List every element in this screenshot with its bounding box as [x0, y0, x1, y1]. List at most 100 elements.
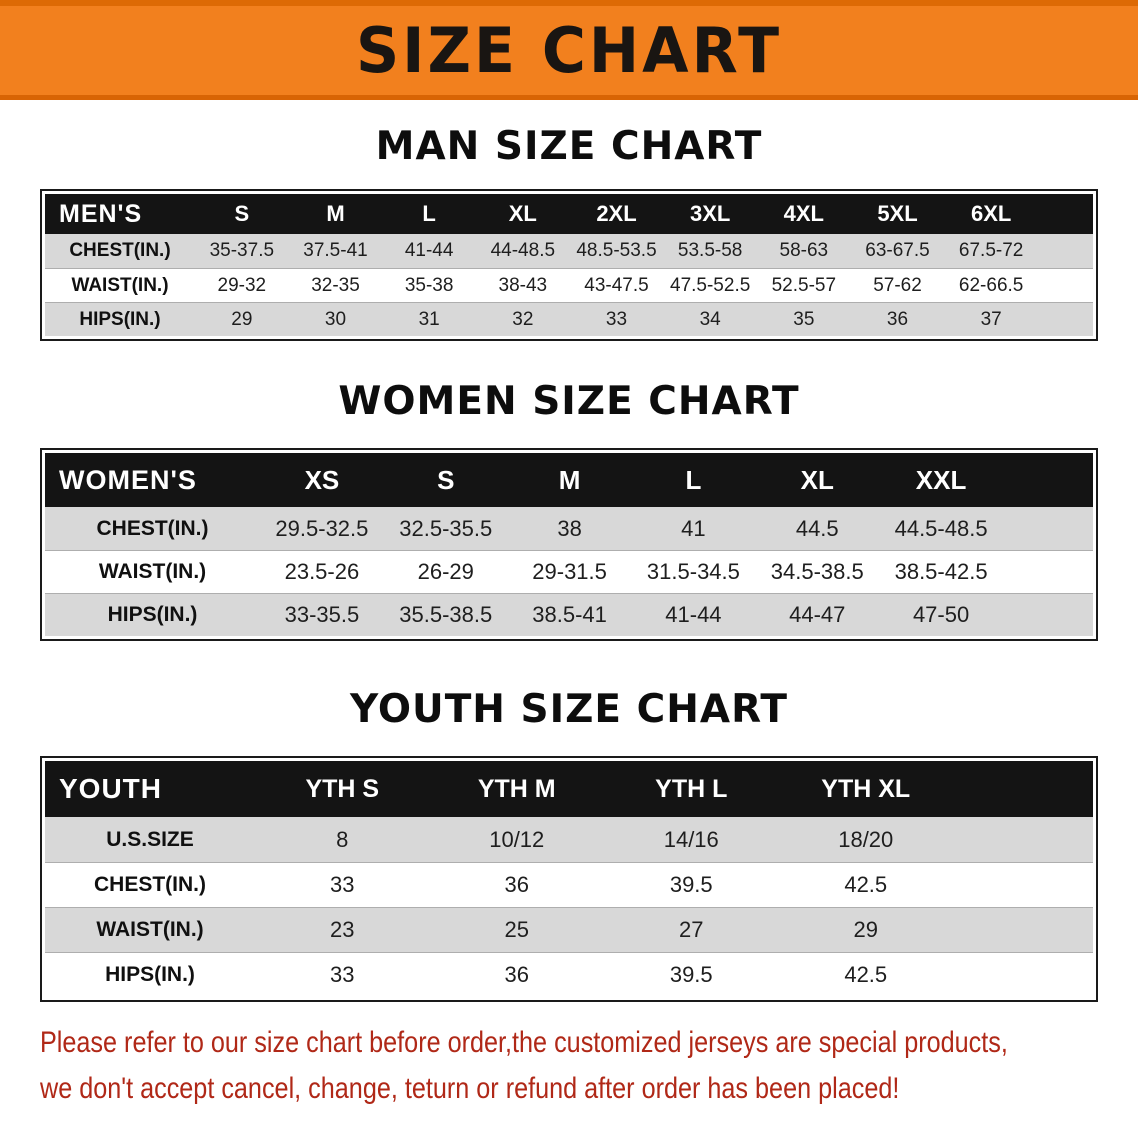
- table-cell: 44-47: [789, 602, 846, 627]
- women-size-table: WOMEN'S XS S M L XL XXL CHEST(IN.) 29.5-32.5 32.5…: [40, 448, 1098, 641]
- table-cell: 32: [512, 308, 534, 330]
- table-cell: 35.5-38.5: [399, 602, 493, 627]
- table-cell: 38.5-42.5: [894, 559, 988, 584]
- table-group-label: YOUTH: [59, 773, 162, 804]
- table-cell: 67.5-72: [958, 240, 1024, 261]
- table-row: WAIST(IN.) 29-32 32-35 35-38 38-43 43-47.5 47.…: [45, 268, 1093, 302]
- row-label: HIPS(IN.): [79, 308, 161, 330]
- table-cell: 38.5-41: [532, 602, 607, 627]
- table-cell: 34: [699, 308, 721, 330]
- column-header: YTH S: [305, 774, 380, 803]
- table-cell: 37: [980, 308, 1002, 330]
- table-cell: 35-37.5: [209, 240, 275, 261]
- table-cell: 58-63: [779, 240, 829, 261]
- table-cell: 41-44: [404, 240, 454, 261]
- row-label: WAIST(IN.): [71, 274, 169, 296]
- table-cell: 33: [605, 308, 628, 330]
- table-row: CHEST(IN.) 35-37.5 37.5-41 41-44 44-48.5 48.5…: [45, 234, 1093, 268]
- page-title: SIZE CHART: [355, 14, 783, 87]
- row-label: U.S.SIZE: [106, 827, 194, 851]
- table-cell: 33: [330, 872, 355, 897]
- column-header: 5XL: [877, 201, 918, 226]
- men-section-title: MAN SIZE CHART: [375, 124, 763, 169]
- table-row: HIPS(IN.) 33-35.5 35.5-38.5 38.5-41 41-44 44-…: [45, 593, 1093, 636]
- table-cell: 35: [793, 308, 815, 330]
- table-cell: 26-29: [417, 559, 474, 584]
- table-group-label: WOMEN'S: [59, 464, 197, 495]
- table-header-row: MEN'S S M L XL 2XL 3XL 4XL 5XL 6XL: [45, 194, 1093, 234]
- table-row: CHEST(IN.) 29.5-32.5 32.5-35.5 38 41 44.5 44.5…: [45, 507, 1093, 550]
- table-cell: 23.5-26: [284, 559, 360, 584]
- table-cell: 25: [504, 917, 529, 942]
- disclaimer-line-2: we don't accept cancel, change, teturn o…: [40, 1072, 900, 1105]
- table-cell: 29: [853, 917, 878, 942]
- table-cell: 29: [231, 308, 253, 330]
- row-label: HIPS(IN.): [105, 963, 195, 986]
- women-section-title: WOMEN SIZE CHART: [338, 379, 800, 424]
- row-label: WAIST(IN.): [98, 560, 207, 583]
- table-cell: 33: [330, 962, 355, 987]
- table-cell: 52.5-57: [771, 274, 837, 296]
- column-header: M: [326, 201, 345, 226]
- table-row: CHEST(IN.) 33 36 39.5 42.5: [45, 862, 1093, 907]
- column-header: XL: [800, 464, 834, 495]
- row-label: HIPS(IN.): [107, 603, 198, 626]
- column-header: S: [437, 464, 455, 495]
- table-cell: 41-44: [665, 602, 722, 627]
- table-cell: 42.5: [844, 872, 888, 897]
- table-cell: 53.5-58: [677, 240, 743, 261]
- table-cell: 30: [324, 308, 347, 330]
- row-label: WAIST(IN.): [96, 918, 204, 941]
- column-header: L: [422, 201, 436, 226]
- column-header: L: [685, 464, 702, 495]
- table-cell: 39.5: [669, 872, 713, 897]
- column-header: 3XL: [689, 201, 731, 226]
- column-header: S: [234, 201, 250, 226]
- disclaimer: Please refer to our size chart before or…: [40, 1020, 1098, 1112]
- column-header: 2XL: [596, 201, 637, 226]
- table-row: WAIST(IN.) 23.5-26 26-29 29-31.5 31.5-34.5 34…: [45, 550, 1093, 593]
- table-cell: 32-35: [311, 274, 360, 296]
- table-cell: 39.5: [669, 962, 713, 987]
- men-size-section: MAN SIZE CHART MEN'S S M L XL 2XL 3XL 4XL 5XL 6XL…: [40, 124, 1098, 341]
- table-body: U.S.SIZE 8 10/12 14/16 18/20 CHEST(IN.) 33 36 39…: [45, 817, 1093, 997]
- table-header-row: WOMEN'S XS S M L XL XXL: [45, 453, 1093, 507]
- disclaimer-line-1: Please refer to our size chart before or…: [40, 1026, 1008, 1059]
- youth-size-table: YOUTH YTH S YTH M YTH L YTH XL U.S.SIZE 8 10/12…: [40, 756, 1098, 1002]
- table-cell: 10/12: [489, 826, 545, 852]
- table-cell: 27: [679, 917, 704, 942]
- table-body: CHEST(IN.) 29.5-32.5 32.5-35.5 38 41 44.5 44.5…: [45, 507, 1093, 636]
- table-cell: 47-50: [912, 602, 970, 627]
- table-group-label: MEN'S: [59, 199, 143, 228]
- table-cell: 36: [886, 308, 909, 330]
- row-label: CHEST(IN.): [96, 516, 209, 540]
- table-cell: 48.5-53.5: [576, 240, 657, 261]
- table-cell: 38: [557, 515, 582, 541]
- table-cell: 62-66.5: [958, 274, 1024, 296]
- table-cell: 35-38: [404, 274, 454, 296]
- table-cell: 31: [418, 308, 440, 330]
- table-cell: 37.5-41: [303, 240, 368, 261]
- table-cell: 8: [336, 826, 349, 852]
- column-header: YTH L: [655, 774, 728, 803]
- table-cell: 31.5-34.5: [646, 559, 740, 584]
- row-label: CHEST(IN.): [94, 873, 206, 896]
- content: MAN SIZE CHART MEN'S S M L XL 2XL 3XL 4XL 5XL 6XL…: [0, 124, 1138, 1112]
- table-body: CHEST(IN.) 35-37.5 37.5-41 41-44 44-48.5 48.5…: [45, 234, 1093, 336]
- column-header: YTH XL: [821, 774, 911, 803]
- table-cell: 44.5: [795, 515, 839, 541]
- column-header: YTH M: [477, 774, 556, 803]
- table-cell: 29-32: [217, 274, 267, 296]
- table-cell: 23: [330, 917, 355, 942]
- table-cell: 36: [504, 962, 529, 987]
- table-cell: 29.5-32.5: [275, 515, 369, 541]
- table-row: U.S.SIZE 8 10/12 14/16 18/20: [45, 817, 1093, 862]
- men-size-table: MEN'S S M L XL 2XL 3XL 4XL 5XL 6XL CHEST(IN.) 35-37…: [40, 189, 1098, 341]
- youth-section-title: YOUTH SIZE CHART: [350, 687, 788, 732]
- column-header: XS: [304, 464, 340, 495]
- table-cell: 57-62: [873, 274, 922, 296]
- column-header: XXL: [915, 464, 967, 495]
- column-header: 6XL: [970, 201, 1012, 226]
- table-cell: 38-43: [498, 274, 548, 296]
